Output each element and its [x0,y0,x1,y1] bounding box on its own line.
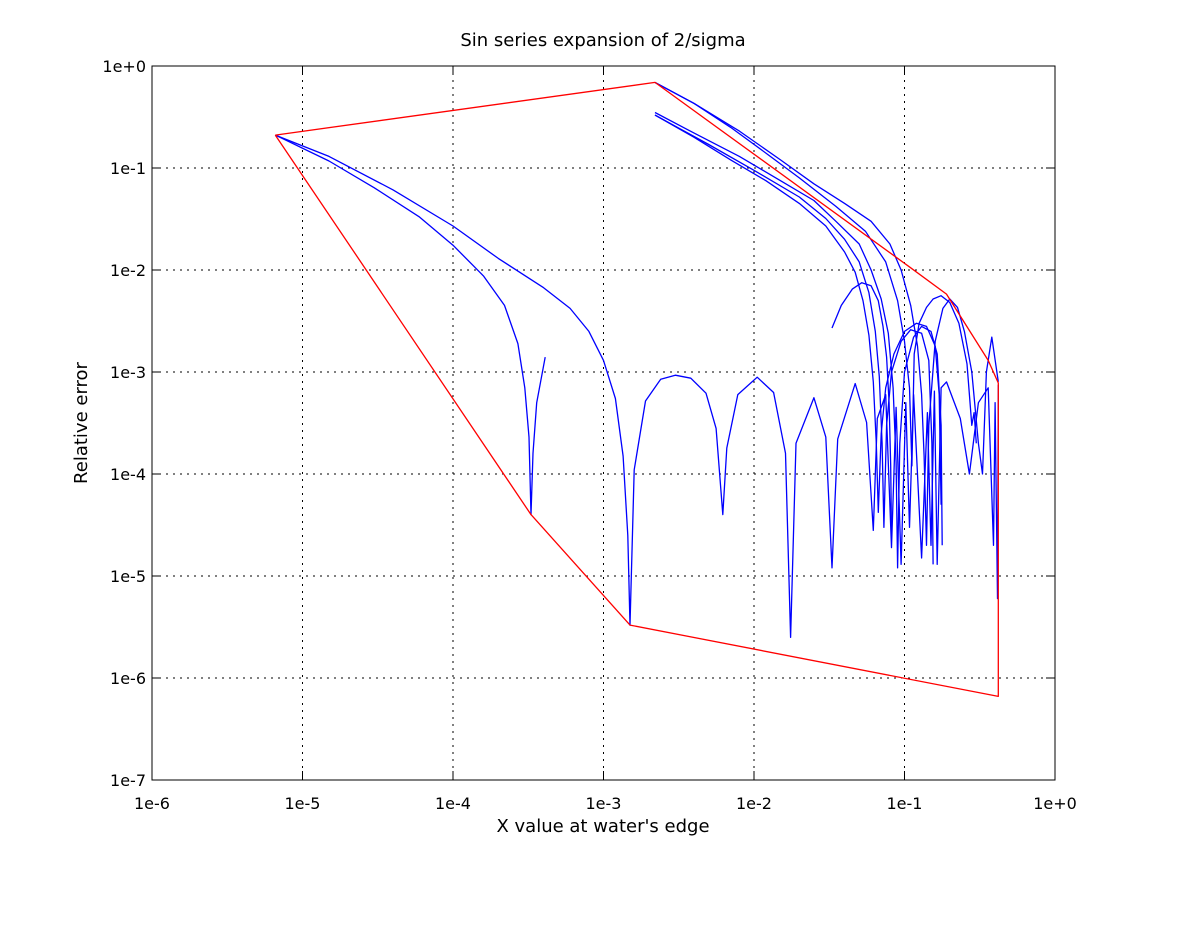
error-curve-1 [275,134,546,516]
x-tick-label: 1e-1 [887,794,923,813]
y-axis-label: Relative error [71,361,92,483]
y-tick-label: 1e-5 [110,567,146,586]
y-tick-label: 1e-1 [110,159,146,178]
x-tick-label: 1e-5 [285,794,321,813]
error-curve-3 [654,81,977,467]
y-tick-label: 1e+0 [102,57,146,76]
error-curve-5 [654,114,942,514]
y-tick-label: 1e-4 [110,465,146,484]
grid [152,66,1055,780]
error-curve-2 [275,134,999,639]
error-curve-4 [654,81,999,546]
envelope-line [274,81,999,698]
x-tick-label: 1e-2 [736,794,772,813]
x-tick-label: 1e+0 [1033,794,1077,813]
error-curve-8 [654,114,934,565]
x-axis-label: X value at water's edge [496,816,709,837]
chart-title: Sin series expansion of 2/sigma [460,30,745,51]
error-curve-7 [831,282,893,536]
plot-frame [151,65,1056,781]
y-tick-label: 1e-3 [110,363,146,382]
y-tick-label: 1e-2 [110,261,146,280]
y-tick-label: 1e-6 [110,669,146,688]
x-tick-label: 1e-6 [134,794,170,813]
error-curve-6 [654,111,943,569]
x-tick-label: 1e-4 [435,794,471,813]
x-tick-label: 1e-3 [586,794,622,813]
plot-curves [274,81,999,698]
tick-labels: 1e-6 1e-5 1e-4 1e-3 1e-2 1e-1 1e+0 1e+0 1e-1 1e-2… [102,57,1076,813]
y-tick-label: 1e-7 [110,771,146,790]
